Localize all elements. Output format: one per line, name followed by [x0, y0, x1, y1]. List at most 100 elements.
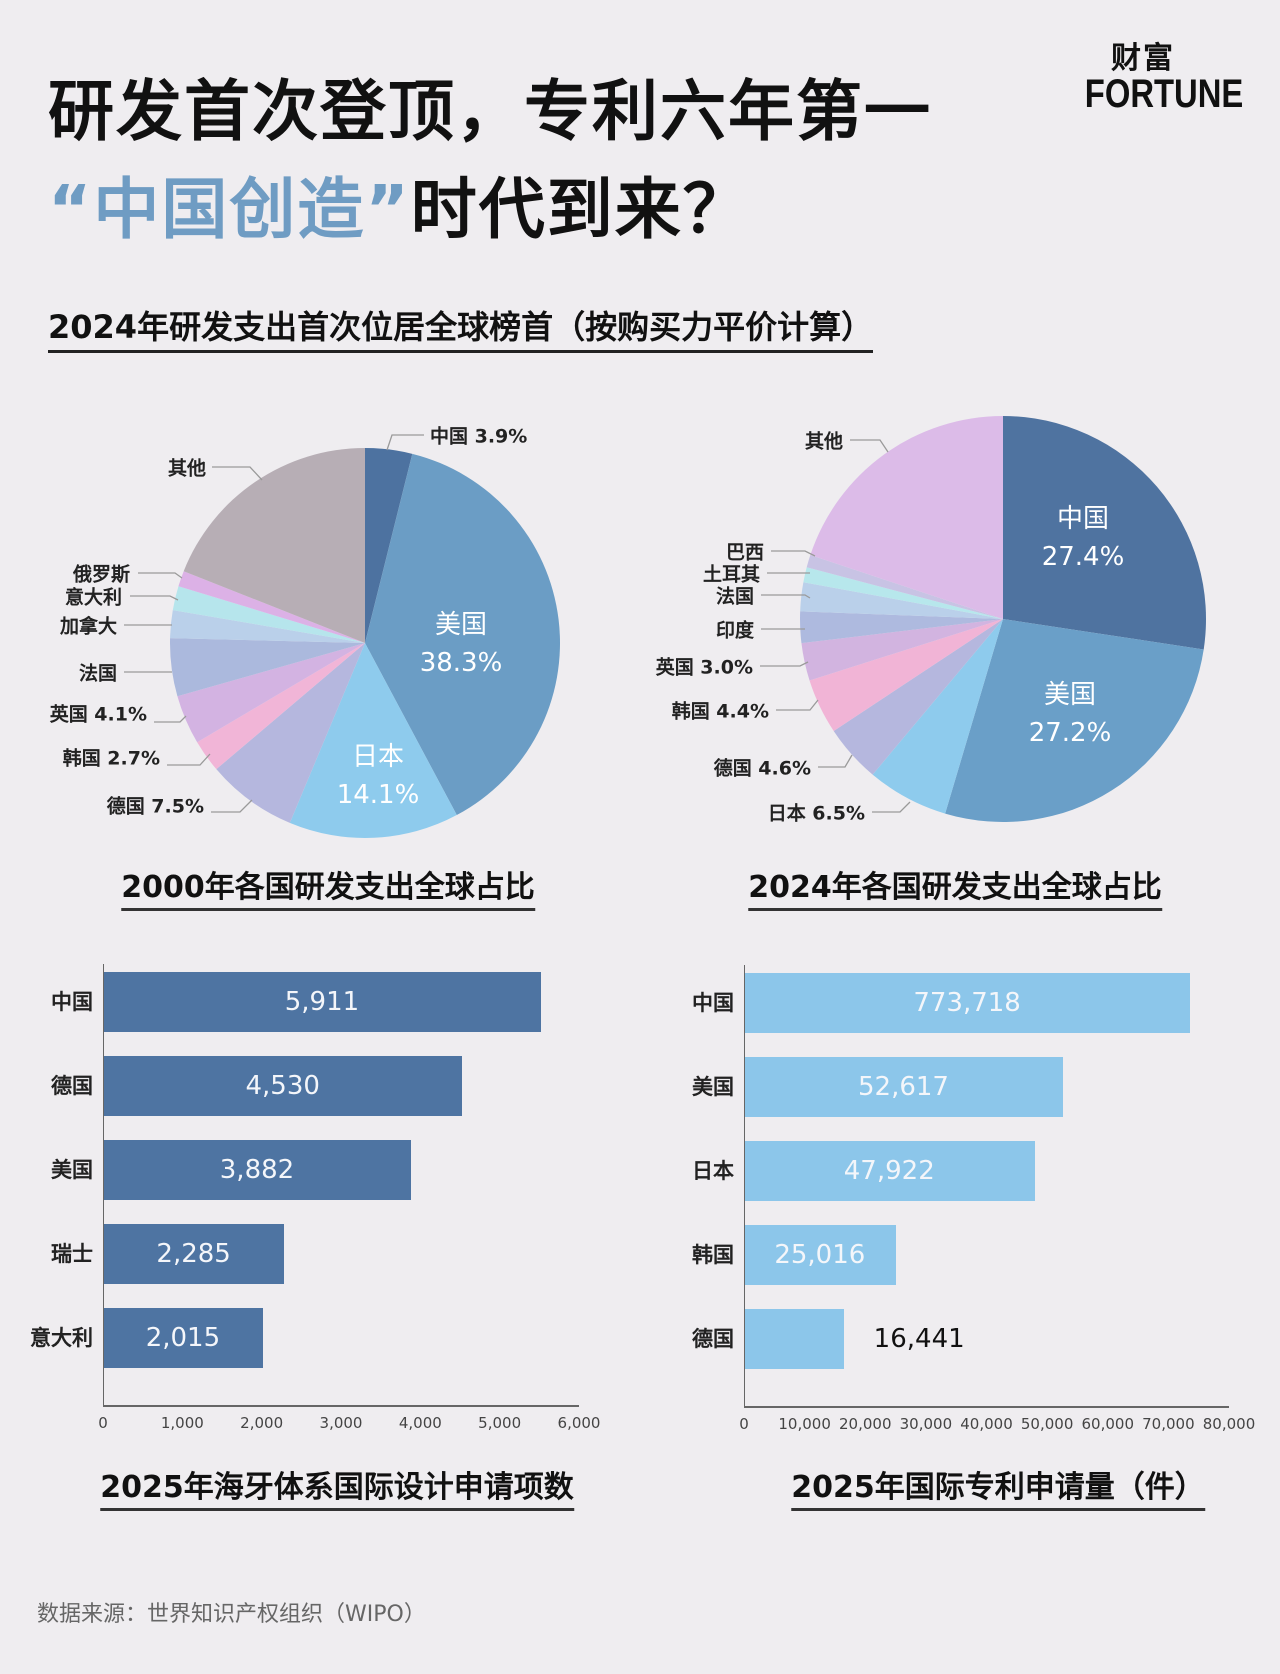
- bar-category-label: 日本: [692, 1159, 734, 1183]
- x-tick-label: 80,000: [1202, 1415, 1256, 1433]
- pie-2024: [800, 416, 1206, 822]
- x-tick-label: 2,000: [240, 1414, 284, 1432]
- bar-category-label: 中国: [692, 991, 734, 1015]
- pie-slice-意大利: [172, 586, 365, 643]
- pie-slice-英国: [801, 619, 1003, 681]
- pie-slice-德国: [833, 619, 1003, 775]
- label-value: 38.3%: [419, 648, 503, 678]
- patent-bar-caption: 2025年国际专利申请量（件）: [791, 1462, 1205, 1511]
- pie-label-other-2000: 其他: [167, 457, 206, 480]
- data-source: 数据来源：世界知识产权组织（WIPO）: [37, 1602, 426, 1627]
- pie-label-us-2000: 美国 38.3%: [420, 606, 503, 682]
- pie-slice-英国: [177, 643, 365, 743]
- pie-label-italy-2000: 意大利: [64, 586, 122, 609]
- pie-slice-土耳其: [803, 567, 1003, 619]
- pie-label-japan-2024: 日本 6.5%: [767, 802, 865, 825]
- hague-design-bar-chart: 5,911 中国 4,530 德国 3,882 美国 2,285 瑞士 2,015 意大利 0 1,0…: [30, 964, 600, 1432]
- pie-label-germany-2000: 德国 7.5%: [106, 795, 204, 818]
- bar-category-label: 德国: [692, 1327, 734, 1351]
- y-axis: [103, 964, 104, 1406]
- x-axis: [103, 1405, 579, 1407]
- x-tick-label: 10,000: [778, 1415, 831, 1433]
- label-value: 14.1%: [336, 780, 420, 810]
- logo-cn: 财富: [1111, 42, 1175, 75]
- x-tick-label: 4,000: [398, 1414, 442, 1432]
- x-tick-label: 50,000: [1020, 1415, 1074, 1433]
- leader-line: [761, 594, 811, 599]
- leader-line: [776, 699, 819, 711]
- pie-label-france-2000: 法国: [78, 662, 117, 685]
- fortune-logo: 财富 FORTUNE: [1072, 42, 1244, 116]
- y-axis: [744, 965, 745, 1407]
- leader-line: [771, 550, 816, 557]
- bar-value-label: 16,441: [873, 1324, 965, 1354]
- headline-rest: 时代到来？: [410, 171, 751, 248]
- leader-line: [212, 466, 263, 481]
- x-axis: [744, 1406, 1229, 1408]
- pie-slice-法国: [800, 582, 1003, 619]
- pie-slice-加拿大: [170, 610, 365, 643]
- x-tick-label: 1,000: [160, 1414, 204, 1432]
- pie-slice-法国: [170, 638, 365, 697]
- label-name: 中国: [1056, 504, 1110, 534]
- x-tick-label: 70,000: [1142, 1415, 1195, 1433]
- bar-value-label: 3,882: [219, 1155, 295, 1185]
- x-tick-label: 40,000: [960, 1415, 1013, 1433]
- x-tick-label: 20,000: [839, 1415, 892, 1433]
- pie-label-korea-2024: 韩国 4.4%: [671, 700, 769, 723]
- label-name: 日本: [351, 742, 405, 772]
- pie-label-china-2000: 中国 3.9%: [430, 425, 528, 448]
- leader-line: [211, 799, 253, 813]
- bar-韩国: [744, 1225, 896, 1285]
- section-subtitle: 2024年研发支出首次位居全球榜首（按购买力平价计算）: [48, 302, 874, 353]
- label-name: 美国: [434, 610, 488, 640]
- bar-美国: [103, 1140, 411, 1200]
- bar-美国: [744, 1057, 1063, 1117]
- label-name: 美国: [1043, 680, 1097, 710]
- bar-category-label: 美国: [51, 1158, 93, 1182]
- bar-中国: [744, 973, 1191, 1033]
- bar-value-label: 4,530: [245, 1071, 320, 1101]
- patent-bar-chart: 773,718 中国 52,617 美国 47,922 日本 25,016 韩国 16,441 德…: [692, 965, 1255, 1433]
- pie-slice-巴西: [806, 555, 1003, 619]
- x-tick-label: 6,000: [557, 1414, 601, 1432]
- pie-label-india-2024: 印度: [715, 619, 754, 642]
- pie-label-china-2024: 中国 27.4%: [1042, 500, 1125, 576]
- bar-value-label: 5,911: [284, 987, 360, 1017]
- bar-value-label: 2,285: [156, 1239, 231, 1269]
- headline-highlight: “中国创造”: [48, 171, 411, 248]
- pie-label-russia-2000: 俄罗斯: [72, 563, 130, 586]
- pie-slice-日本: [872, 619, 1003, 814]
- leader-line: [850, 439, 889, 453]
- pie-label-uk-2000: 英国 4.1%: [49, 703, 147, 726]
- logo-en: FORTUNE: [1084, 72, 1244, 116]
- x-tick-label: 5,000: [478, 1414, 522, 1432]
- x-tick-label: 3,000: [319, 1414, 363, 1432]
- pie-slice-中国: [365, 448, 413, 643]
- pie-slice-印度: [800, 611, 1003, 644]
- pie-slice-俄罗斯: [178, 571, 365, 643]
- bar-category-label: 韩国: [692, 1243, 734, 1267]
- bar-category-label: 意大利: [30, 1326, 93, 1350]
- pie-slice-韩国: [809, 619, 1003, 731]
- bar-日本: [744, 1141, 1035, 1201]
- bar-category-label: 美国: [692, 1075, 734, 1099]
- headline-line2: “中国创造”时代到来？: [48, 156, 751, 252]
- label-value: 27.4%: [1041, 542, 1125, 572]
- pie-label-france-2024: 法国: [715, 585, 754, 608]
- bar-value-label: 47,922: [843, 1156, 935, 1186]
- hague-bar-caption: 2025年海牙体系国际设计申请项数: [100, 1462, 574, 1511]
- pie-2024-caption: 2024年各国研发支出全球占比: [748, 862, 1162, 911]
- bar-意大利: [103, 1308, 263, 1368]
- bar-中国: [103, 972, 541, 1032]
- pie-label-canada-2000: 加拿大: [59, 615, 117, 638]
- label-value: 27.2%: [1028, 718, 1112, 748]
- x-tick-label: 0: [739, 1415, 749, 1433]
- bar-德国: [744, 1309, 844, 1369]
- pie-label-korea-2000: 韩国 2.7%: [62, 747, 160, 770]
- x-tick-label: 0: [98, 1414, 108, 1432]
- leader-line: [386, 434, 424, 451]
- pie-label-turkey-2024: 土耳其: [702, 563, 760, 586]
- bar-category-label: 瑞士: [51, 1242, 93, 1266]
- pie-label-germany-2024: 德国 4.6%: [713, 757, 811, 780]
